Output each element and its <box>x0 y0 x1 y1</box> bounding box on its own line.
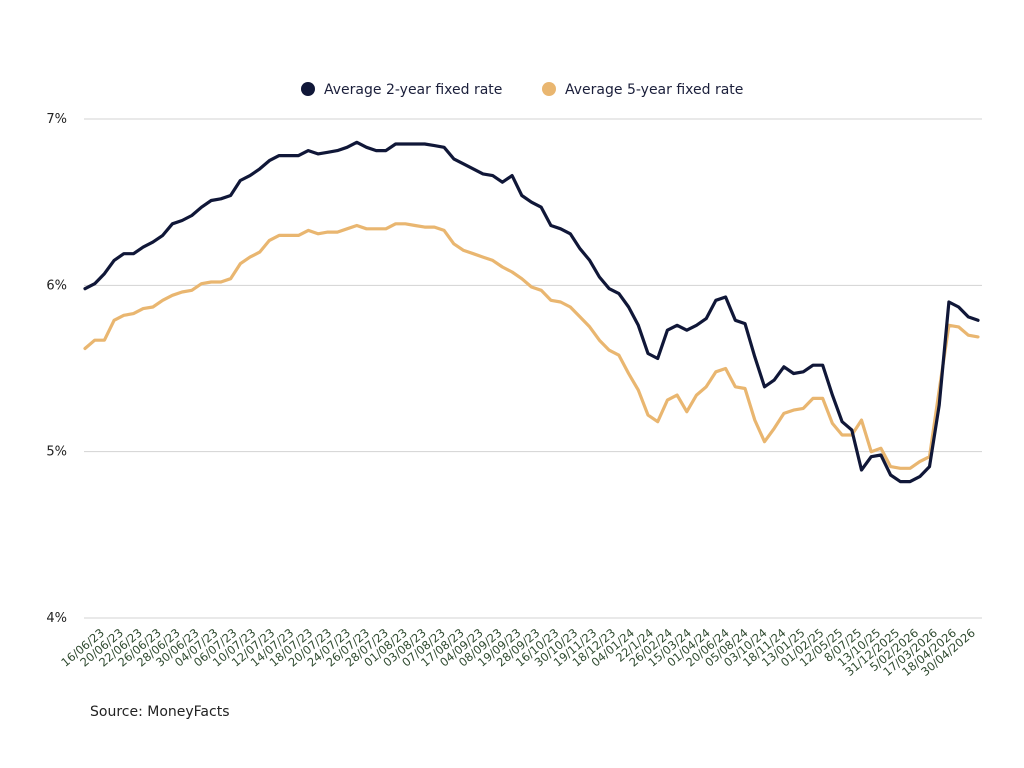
gridlines <box>84 118 982 619</box>
y-tick-label: 7% <box>46 112 67 127</box>
y-tick-label: 4% <box>46 611 67 626</box>
y-tick-label: 6% <box>46 278 67 293</box>
y-axis-ticks: 4% 5% 6% 7% <box>46 112 67 626</box>
series-line-5-year <box>83 222 980 470</box>
legend-marker <box>542 82 556 96</box>
series-line-2-year <box>83 140 980 484</box>
series-lines <box>83 140 980 484</box>
y-tick-label: 5% <box>46 445 67 460</box>
legend-label: Average 5-year fixed rate <box>565 82 743 98</box>
legend-label: Average 2-year fixed rate <box>324 82 502 98</box>
legend-marker <box>301 82 315 96</box>
chart-legend: Average 2-year fixed rate Average 5-year … <box>301 82 743 98</box>
source-note: Source: MoneyFacts <box>90 704 230 720</box>
x-axis-ticks: 16/06/2320/06/2322/06/2326/06/2328/06/23… <box>58 626 978 679</box>
